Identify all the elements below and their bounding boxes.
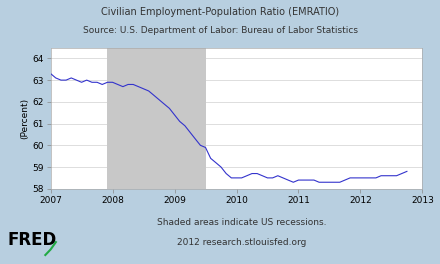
Text: Civilian Employment-Population Ratio (EMRATIO): Civilian Employment-Population Ratio (EM… xyxy=(101,7,339,17)
Bar xyxy=(107,48,205,189)
Text: 2012 research.stlouisfed.org: 2012 research.stlouisfed.org xyxy=(177,238,307,247)
Y-axis label: (Percent): (Percent) xyxy=(20,98,29,139)
Text: Shaded areas indicate US recessions.: Shaded areas indicate US recessions. xyxy=(157,218,327,227)
Text: Source: U.S. Department of Labor: Bureau of Labor Statistics: Source: U.S. Department of Labor: Bureau… xyxy=(83,26,357,35)
Text: FRED: FRED xyxy=(8,231,57,249)
